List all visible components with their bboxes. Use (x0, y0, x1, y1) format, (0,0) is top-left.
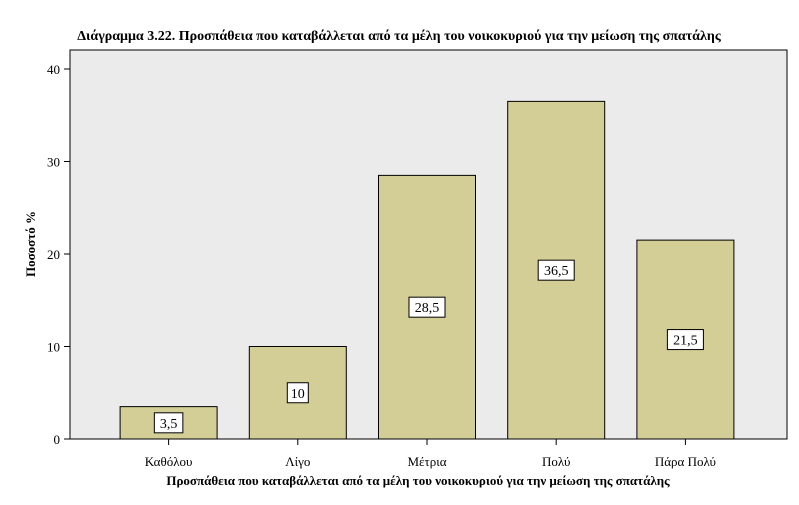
chart-title: Διάγραμμα 3.22. Προσπάθεια που καταβάλλε… (77, 29, 722, 44)
data-label: 3,5 (160, 417, 178, 432)
y-tick-label: 10 (47, 340, 60, 355)
data-label-box (153, 412, 184, 434)
y-tick-label: 20 (47, 247, 60, 262)
x-tick-label: Λίγο (285, 454, 310, 469)
y-tick-label: 30 (47, 155, 60, 170)
data-label-box (537, 259, 575, 281)
x-tick-label: Πάρα Πολύ (655, 454, 716, 469)
data-labels-layer: 3,5 10 28,5 36,5 21,5 (153, 259, 704, 434)
x-tick-label: Μέτρια (407, 454, 446, 469)
data-label: 28,5 (415, 301, 440, 316)
y-tick-label: 0 (54, 432, 61, 447)
y-axis: 0 10 20 30 40 (47, 62, 70, 447)
y-tick-label: 40 (47, 62, 60, 77)
data-label: 36,5 (544, 264, 569, 279)
bars-layer (119, 100, 735, 440)
data-label: 10 (291, 387, 305, 402)
data-label-box (666, 329, 704, 351)
x-tick-label: Πολύ (542, 454, 570, 469)
data-label: 21,5 (673, 334, 698, 349)
data-label-box (408, 296, 446, 318)
x-tick-label: Καθόλου (145, 454, 193, 469)
x-axis: Καθόλου Λίγο Μέτρια Πολύ Πάρα Πολύ (145, 439, 716, 469)
y-axis-title: Ποσοστό % (23, 211, 38, 277)
x-axis-title: Προσπάθεια που καταβάλλεται από τα μέλη … (166, 473, 670, 488)
data-label-box (286, 382, 309, 404)
